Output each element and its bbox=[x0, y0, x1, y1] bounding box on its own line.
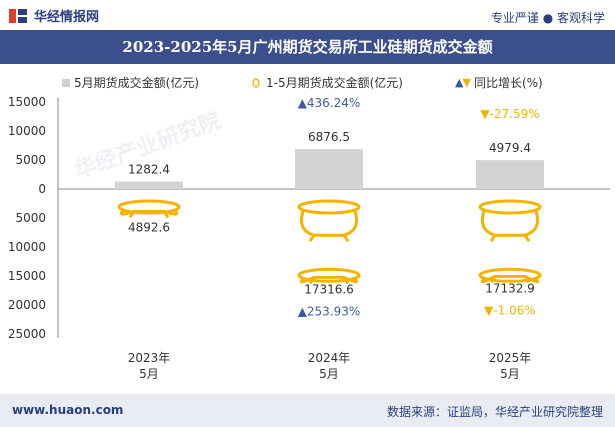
logo-text: 华经情报网 bbox=[34, 10, 100, 25]
bar-value-label: 1282.4 bbox=[128, 163, 170, 177]
x-tick-label-year: 2023年 bbox=[128, 351, 171, 365]
yoy-monthly-label: ▼-27.59% bbox=[480, 107, 539, 121]
pot-cumulative bbox=[478, 267, 542, 284]
legend-item-monthly: 5月期货成交金额(亿元) bbox=[62, 74, 199, 91]
y-tick-label: 20000 bbox=[8, 298, 46, 312]
legend-label-cumulative: 1-5月期货成交金额(亿元) bbox=[266, 76, 403, 90]
footer: www.huaon.com 数据来源：证监局，华经产业研究院整理 bbox=[0, 394, 615, 427]
footer-source: 数据来源：证监局，华经产业研究院整理 bbox=[386, 405, 603, 419]
x-tick-label-month: 5月 bbox=[319, 367, 339, 381]
pot-value-label: 17316.6 bbox=[304, 282, 354, 296]
x-tick-label-year: 2025年 bbox=[489, 351, 532, 365]
pot-cumulative bbox=[117, 199, 181, 219]
bar-monthly bbox=[295, 149, 363, 189]
y-tick-label: 25000 bbox=[8, 327, 46, 341]
yoy-cumulative-label: ▲253.93% bbox=[298, 304, 361, 318]
legend-item-yoy: ▲▼ 同比增长(%) bbox=[455, 74, 543, 91]
footer-website: www.huaon.com bbox=[12, 403, 124, 417]
x-tick-label-year: 2024年 bbox=[308, 351, 351, 365]
slogan: 专业严谨 ● 客观科学 bbox=[490, 11, 605, 25]
bar-value-label: 6876.5 bbox=[308, 130, 350, 144]
y-tick-label: 15000 bbox=[8, 269, 46, 283]
y-tick-label: 10000 bbox=[8, 240, 46, 254]
logo-icon bbox=[9, 8, 27, 23]
bar-value-label: 4979.4 bbox=[489, 141, 531, 155]
pot-cumulative bbox=[297, 267, 361, 285]
pot-value-label: 4892.6 bbox=[128, 220, 170, 234]
pot-cumulative bbox=[478, 199, 542, 243]
y-tick-label: 5000 bbox=[15, 153, 46, 167]
legend-pot-icon bbox=[252, 77, 260, 88]
y-tick-label: 0 bbox=[38, 182, 46, 196]
title-bar: 2023-2025年5月广州期货交易所工业硅期货成交金额 bbox=[0, 30, 615, 64]
yoy-monthly-label: ▲436.24% bbox=[298, 96, 361, 110]
top-bar: 华经情报网 专业严谨 ● 客观科学 bbox=[0, 0, 615, 30]
legend-item-cumulative: 1-5月期货成交金额(亿元) bbox=[250, 74, 403, 91]
legend-label-monthly: 5月期货成交金额(亿元) bbox=[74, 76, 199, 90]
x-tick-label-month: 5月 bbox=[139, 367, 159, 381]
chart-area: 15000 10000 5000 0 5000 10000 15000 20000 25000 1… bbox=[8, 95, 610, 381]
y-tick-label: 5000 bbox=[15, 211, 46, 225]
logo: 华经情报网 bbox=[8, 6, 99, 25]
y-tick-label: 15000 bbox=[8, 95, 46, 109]
legend-triangle-icons: ▲▼ bbox=[455, 76, 471, 89]
yoy-cumulative-label: ▼-1.06% bbox=[484, 303, 536, 317]
bar-monthly bbox=[115, 181, 183, 189]
x-tick-label-month: 5月 bbox=[500, 367, 520, 381]
bar-monthly bbox=[476, 160, 544, 189]
pot-cumulative bbox=[297, 199, 361, 243]
legend-bar-swatch bbox=[62, 78, 70, 87]
y-tick-label: 10000 bbox=[8, 124, 46, 138]
pot-value-label: 17132.9 bbox=[485, 281, 535, 295]
chart-title: 2023-2025年5月广州期货交易所工业硅期货成交金额 bbox=[122, 38, 493, 56]
legend-label-yoy: 同比增长(%) bbox=[473, 76, 543, 90]
legend: 5月期货成交金额(亿元) 1-5月期货成交金额(亿元) ▲▼ 同比增长(%) bbox=[0, 72, 615, 92]
